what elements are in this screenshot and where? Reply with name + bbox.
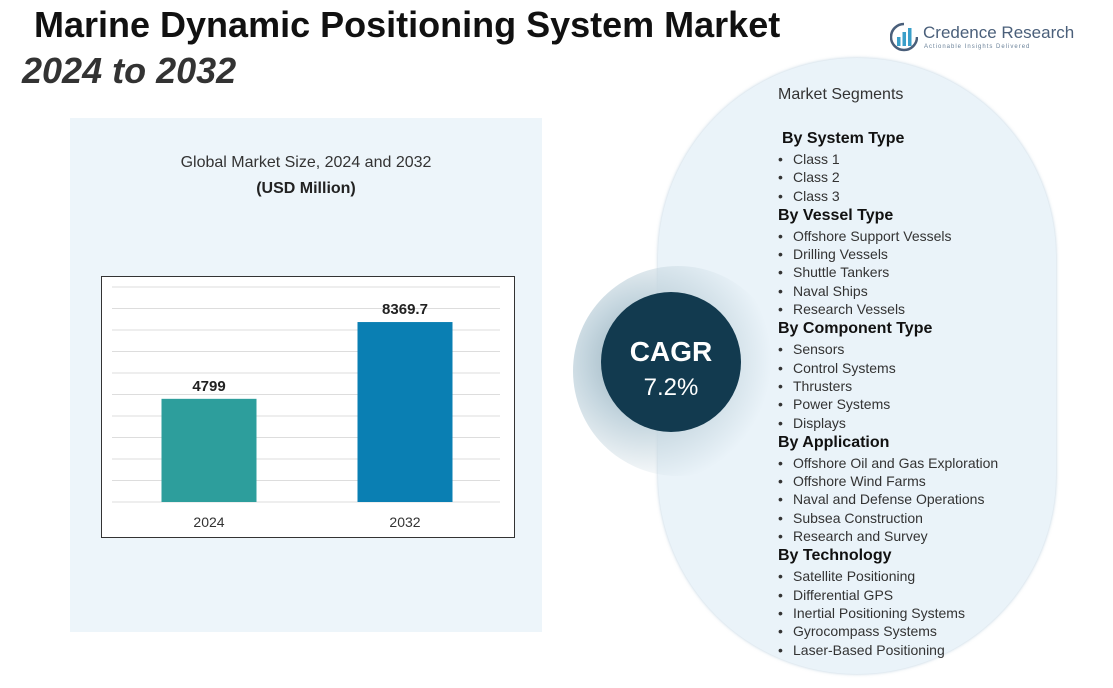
bullet-icon: • — [778, 454, 783, 471]
segment-item-label: Naval and Defense Operations — [793, 491, 985, 508]
bullet-icon: • — [778, 491, 783, 508]
segment-item-label: Drilling Vessels — [793, 246, 888, 263]
bullet-icon: • — [778, 301, 783, 318]
page-title: Marine Dynamic Positioning System Market — [34, 4, 781, 45]
segment-group-title: By Technology — [778, 547, 892, 565]
segment-item-label: Naval Ships — [793, 282, 868, 299]
segment-item: • Class 2 — [778, 168, 1048, 186]
segment-item: • Naval Ships — [778, 282, 1048, 300]
bullet-icon: • — [778, 604, 783, 621]
segment-item: • Power Systems — [778, 395, 1048, 413]
segment-items: •Sensors•Control Systems•Thrusters•Power… — [778, 340, 1048, 431]
segment-item: • Satellite Positioning — [778, 567, 1048, 585]
segment-item-label: Gyrocompass Systems — [793, 623, 937, 640]
market-size-chart-panel: Global Market Size, 2024 and 2032 (USD M… — [70, 118, 542, 632]
segment-item: • Offshore Oil and Gas Exploration — [778, 454, 1048, 472]
bullet-icon: • — [778, 509, 783, 526]
bullet-icon: • — [778, 151, 783, 167]
segment-items: • Offshore Support Vessels • Drilling Vesse… — [778, 227, 1048, 318]
bullet-icon: • — [778, 282, 783, 299]
segment-items: • Satellite Positioning • Differential GPS •… — [778, 567, 1048, 658]
segment-item-label: Class 3 — [793, 187, 840, 204]
segment-item: • Offshore Wind Farms — [778, 472, 1048, 490]
segment-item-label: Thrusters — [793, 377, 853, 394]
logo-name: Credence Research — [923, 23, 1075, 42]
segment-item-label: Shuttle Tankers — [793, 264, 890, 281]
segment-item: • Displays — [778, 414, 1048, 432]
segment-item: • Differential GPS — [778, 586, 1048, 604]
data-label-2032: 8369.7 — [382, 301, 428, 318]
segment-group-title: By Vessel Type — [778, 206, 894, 224]
logo-tagline: Actionable Insights Delivered — [924, 44, 1031, 50]
chart-plot-area: 4799 2024 8369.7 2032 — [101, 276, 515, 538]
bar-2032 — [357, 322, 453, 502]
bullet-icon: • — [778, 568, 783, 585]
segment-item: • Inertial Positioning Systems — [778, 604, 1048, 622]
segment-item: • Naval and Defense Operations — [778, 490, 1048, 508]
segment-item-label: Offshore Oil and Gas Exploration — [793, 454, 999, 471]
x-tick-label-2032: 2032 — [389, 514, 420, 530]
segment-item-label: Offshore Support Vessels — [793, 227, 952, 244]
segment-item-label: Satellite Positioning — [793, 568, 916, 585]
cagr-value: 7.2% — [643, 374, 699, 401]
bullet-icon: • — [778, 414, 783, 431]
page-subtitle: 2024 to 2032 — [22, 50, 237, 91]
bar-chart: 4799 2024 8369.7 2032 — [112, 286, 500, 530]
bullet-icon: • — [778, 473, 783, 490]
segment-group-title: By Component Type — [778, 320, 933, 338]
segment-item-label: Differential GPS — [793, 586, 894, 603]
bullet-icon: • — [778, 187, 783, 204]
segment-group-title: By System Type — [782, 130, 905, 147]
cagr-label: CAGR — [629, 336, 713, 367]
bullet-icon: • — [778, 528, 783, 545]
segment-item: • Shuttle Tankers — [778, 263, 1048, 281]
segment-item-label: Offshore Wind Farms — [793, 473, 926, 490]
segment-item-label: Subsea Construction — [793, 509, 923, 526]
segment-item: • Drilling Vessels — [778, 245, 1048, 263]
bullet-icon: • — [778, 623, 783, 640]
segment-items: • Offshore Oil and Gas Exploration • Offsho… — [778, 454, 1048, 545]
bullet-icon: • — [778, 264, 783, 281]
segment-item-label: Research and Survey — [793, 528, 928, 545]
credence-research-logo: Credence Research Actionable Insights De… — [890, 20, 1075, 56]
bar-chart-logo-icon — [890, 22, 918, 52]
bullet-icon: • — [778, 246, 783, 263]
segment-item: • Research and Survey — [778, 527, 1048, 545]
bullet-icon: • — [778, 169, 783, 186]
segment-item-label: Research Vessels — [793, 301, 906, 318]
segments-list: By System Type • Class 1 • Class 2 • Class 3 By… — [778, 128, 1048, 659]
bar-2024 — [161, 398, 257, 502]
segment-item-label: Displays — [793, 414, 846, 431]
segment-item: •Sensors — [778, 340, 1048, 358]
chart-title: Global Market Size, 2024 and 2032 — [180, 154, 432, 171]
segment-item: • Laser-Based Positioning — [778, 641, 1048, 659]
bullet-icon: • — [778, 227, 783, 244]
segment-item-label: Control Systems — [793, 359, 896, 376]
cagr-badge: CAGR 7.2% — [601, 292, 741, 432]
segment-item-label: Class 1 — [793, 151, 840, 167]
segment-item: •Thrusters — [778, 377, 1048, 395]
segment-group-title: By Application — [778, 433, 890, 451]
segment-item-label: Power Systems — [793, 396, 891, 413]
segment-items: • Class 1 • Class 2 • Class 3 — [778, 150, 1048, 205]
segment-item: • Class 1 — [778, 150, 1048, 168]
segment-item: • Class 3 — [778, 187, 1048, 205]
bullet-icon: • — [778, 586, 783, 603]
chart-unit-label: (USD Million) — [256, 180, 356, 197]
segment-item: • Offshore Support Vessels — [778, 227, 1048, 245]
segment-item-label: Laser-Based Positioning — [793, 641, 945, 658]
data-label-2024: 4799 — [192, 378, 225, 395]
segment-item: • Gyrocompass Systems — [778, 622, 1048, 640]
segments-header: Market Segments — [778, 86, 904, 103]
x-tick-label-2024: 2024 — [193, 514, 224, 530]
segment-item: •Control Systems — [778, 359, 1048, 377]
segment-item-label: Class 2 — [793, 169, 840, 186]
segment-item-label: Sensors — [793, 341, 845, 358]
segment-item-label: Inertial Positioning Systems — [793, 604, 965, 621]
bullet-icon: • — [778, 396, 783, 413]
bullet-icon: • — [778, 641, 783, 658]
segment-item: • Subsea Construction — [778, 509, 1048, 527]
segment-item: • Research Vessels — [778, 300, 1048, 318]
